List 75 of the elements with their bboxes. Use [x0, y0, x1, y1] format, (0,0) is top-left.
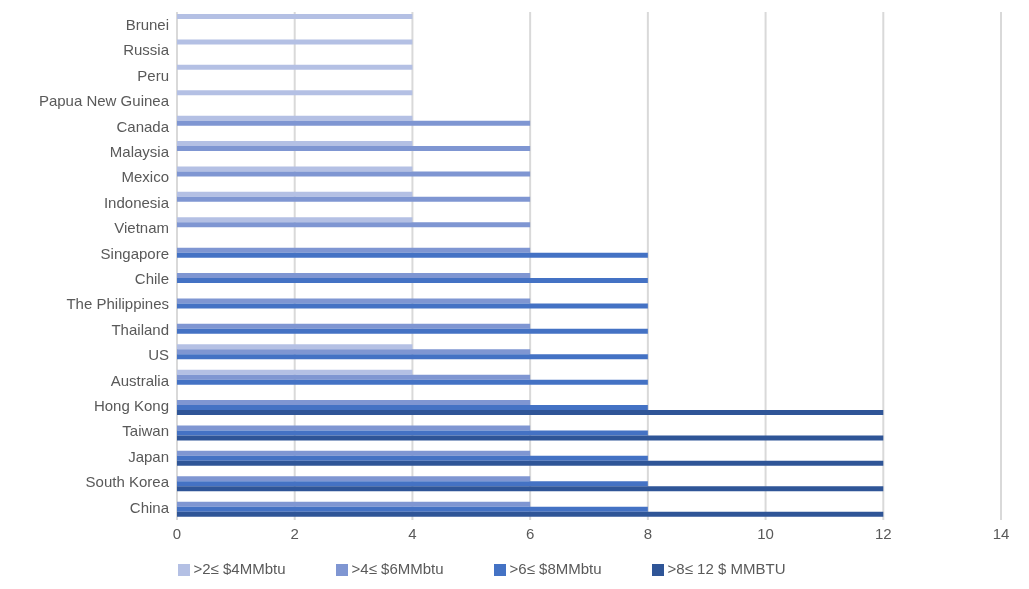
bar [177, 344, 413, 350]
bar [177, 166, 413, 172]
y-tick-label: Mexico [121, 168, 169, 186]
bar [177, 400, 531, 406]
bar [177, 222, 531, 228]
bar [177, 405, 648, 411]
bar [177, 191, 413, 197]
y-tick-label: Indonesia [103, 193, 170, 211]
y-tick-label: Peru [137, 66, 169, 84]
y-tick-label: Brunei [125, 16, 169, 34]
y-tick-label: Thailand [111, 320, 169, 338]
bar [177, 115, 413, 121]
bar [177, 252, 648, 258]
y-tick-label: China [129, 498, 170, 516]
bar [177, 425, 531, 431]
bar [177, 273, 531, 279]
x-tick-label: 10 [757, 524, 774, 542]
bar [177, 379, 648, 385]
bar [177, 278, 648, 284]
bar [177, 196, 531, 202]
bar [177, 247, 531, 253]
bar [177, 14, 413, 20]
y-tick-label: Papua New Guinea [38, 92, 170, 110]
x-tick-label: 6 [525, 524, 535, 542]
bar [177, 171, 531, 177]
bar [177, 349, 531, 355]
x-tick-label: 12 [874, 524, 892, 542]
y-tick-label: US [148, 346, 169, 364]
bar [177, 430, 648, 436]
bar [177, 328, 648, 334]
bar [177, 476, 531, 482]
y-tick-label: Singapore [100, 244, 169, 262]
x-tick-label: 4 [408, 524, 417, 542]
bar [177, 39, 413, 45]
legend-label: >2≤ $4MMbtu [193, 560, 286, 577]
y-tick-label: Canada [116, 117, 170, 135]
y-tick-label: Chile [134, 270, 169, 288]
y-tick-label: Australia [110, 371, 170, 389]
x-tick-label: 2 [290, 524, 299, 542]
bar [177, 303, 648, 309]
bar [177, 460, 884, 466]
bar [177, 481, 648, 487]
bar [177, 450, 531, 456]
legend-label: >8≤ 12 $ MMBTU [667, 560, 786, 577]
y-tick-label: Hong Kong [93, 397, 169, 415]
x-tick-label: 0 [172, 524, 182, 542]
y-tick-label: Vietnam [114, 219, 169, 237]
bar [177, 501, 531, 507]
y-tick-label: Malaysia [109, 143, 170, 161]
bar [177, 354, 648, 360]
bar [177, 146, 531, 152]
bar [177, 90, 413, 96]
legend-label: >6≤ $8MMbtu [509, 560, 602, 577]
y-tick-label: Russia [123, 41, 170, 59]
y-tick-label: South Korea [85, 473, 170, 491]
bar [177, 455, 648, 461]
bar [177, 141, 413, 147]
bar [177, 511, 884, 517]
bar [177, 323, 531, 329]
bar [177, 506, 648, 512]
bar [177, 369, 413, 375]
bar [177, 435, 884, 441]
x-tick-label: 14 [992, 524, 1010, 542]
y-tick-label: Japan [128, 447, 169, 465]
bar [177, 298, 531, 304]
bar [177, 486, 884, 492]
bar [177, 374, 531, 380]
y-tick-label: The Philippines [66, 295, 169, 313]
y-tick-label: Taiwan [122, 422, 169, 440]
bar [177, 217, 413, 223]
legend-label: >4≤ $6MMbtu [351, 560, 444, 577]
bar [177, 410, 884, 416]
bar [177, 120, 531, 126]
x-tick-label: 8 [643, 524, 653, 542]
bar [177, 64, 413, 70]
